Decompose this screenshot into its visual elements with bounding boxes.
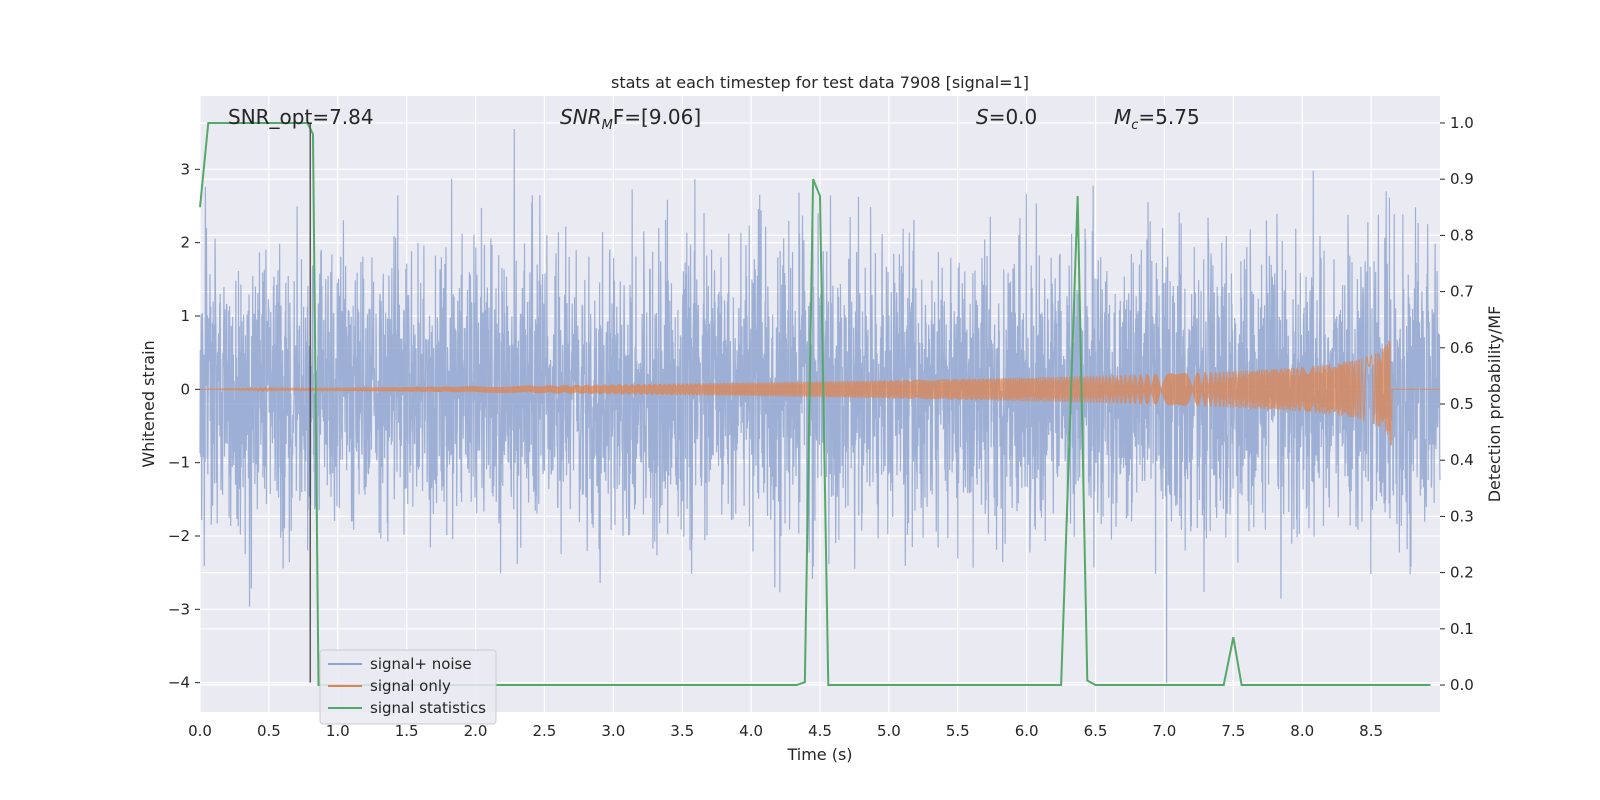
x-tick-label: 3.0 xyxy=(601,722,625,740)
y2-tick-label: 0.5 xyxy=(1450,395,1474,413)
series-signal-only xyxy=(200,340,1440,446)
x-tick-label: 1.5 xyxy=(395,722,419,740)
y2-axis-label: Detection probability/MF xyxy=(1485,306,1504,503)
x-tick-label: 5.5 xyxy=(946,722,970,740)
x-tick-label: 8.5 xyxy=(1359,722,1383,740)
y-axis-label: Whitened strain xyxy=(139,340,158,467)
x-tick-label: 0.5 xyxy=(257,722,281,740)
x-tick-label: 7.0 xyxy=(1153,722,1177,740)
chart-title: stats at each timestep for test data 790… xyxy=(611,73,1029,92)
x-tick-label: 4.5 xyxy=(808,722,832,740)
annotation-snr-mf: SNRMF=[9.06] xyxy=(560,105,701,133)
legend-label-noise: signal+ noise xyxy=(370,655,472,673)
y-tick-label: 1 xyxy=(180,307,190,325)
x-tick-label: 2.0 xyxy=(464,722,488,740)
y-tick-label: −2 xyxy=(168,527,190,545)
x-tick-label: 4.0 xyxy=(739,722,763,740)
y2-tick-label: 0.1 xyxy=(1450,620,1474,638)
y-tick-label: −1 xyxy=(168,454,190,472)
legend-label-stats: signal statistics xyxy=(370,699,486,717)
x-tick-label: 1.0 xyxy=(326,722,350,740)
x-axis-label: Time (s) xyxy=(786,745,852,764)
legend: signal+ noise signal only signal statist… xyxy=(319,649,497,725)
y2-tick-label: 0.7 xyxy=(1450,283,1474,301)
y-tick-labels: −4 −3 −2 −1 0 1 2 3 xyxy=(168,160,200,692)
annotation-snr-opt: SNR_opt=7.84 xyxy=(228,105,374,129)
y2-tick-label: 0.3 xyxy=(1450,507,1474,525)
y-tick-label: 3 xyxy=(180,160,190,178)
x-tick-label: 6.0 xyxy=(1015,722,1039,740)
x-tick-label: 5.0 xyxy=(877,722,901,740)
x-tick-label: 7.5 xyxy=(1221,722,1245,740)
x-tick-label: 2.5 xyxy=(533,722,557,740)
y2-tick-label: 0.2 xyxy=(1450,564,1474,582)
x-tick-label: 0.0 xyxy=(188,722,212,740)
y-tick-label: 2 xyxy=(180,234,190,252)
y2-tick-label: 0.6 xyxy=(1450,339,1474,357)
grid-y2 xyxy=(200,122,1440,686)
x-tick-label: 3.5 xyxy=(670,722,694,740)
legend-box xyxy=(319,649,497,725)
annotation-s: S=0.0 xyxy=(976,105,1037,129)
y2-tick-label: 0.9 xyxy=(1450,170,1474,188)
x-tick-label: 6.5 xyxy=(1084,722,1108,740)
chirp-line xyxy=(200,340,1440,446)
y2-tick-label: 0.4 xyxy=(1450,451,1474,469)
y-tick-label: −3 xyxy=(168,600,190,618)
y-tick-label: −4 xyxy=(168,674,190,692)
y-tick-label: 0 xyxy=(180,380,190,398)
y2-tick-label: 0.8 xyxy=(1450,226,1474,244)
y2-tick-labels: 0.0 0.1 0.2 0.3 0.4 0.5 0.6 0.7 0.8 0.9 1.0 xyxy=(1440,114,1474,694)
y2-tick-label: 1.0 xyxy=(1450,114,1474,132)
x-tick-label: 8.0 xyxy=(1290,722,1314,740)
legend-label-signal: signal only xyxy=(370,677,451,695)
x-tick-labels: 0.0 0.5 1.0 1.5 2.0 2.5 3.0 3.5 4.0 4.5 5.0 5.5 6.0 6… xyxy=(188,722,1383,740)
annotation-mc: Mc=5.75 xyxy=(1114,105,1200,133)
y2-tick-label: 0.0 xyxy=(1450,676,1474,694)
